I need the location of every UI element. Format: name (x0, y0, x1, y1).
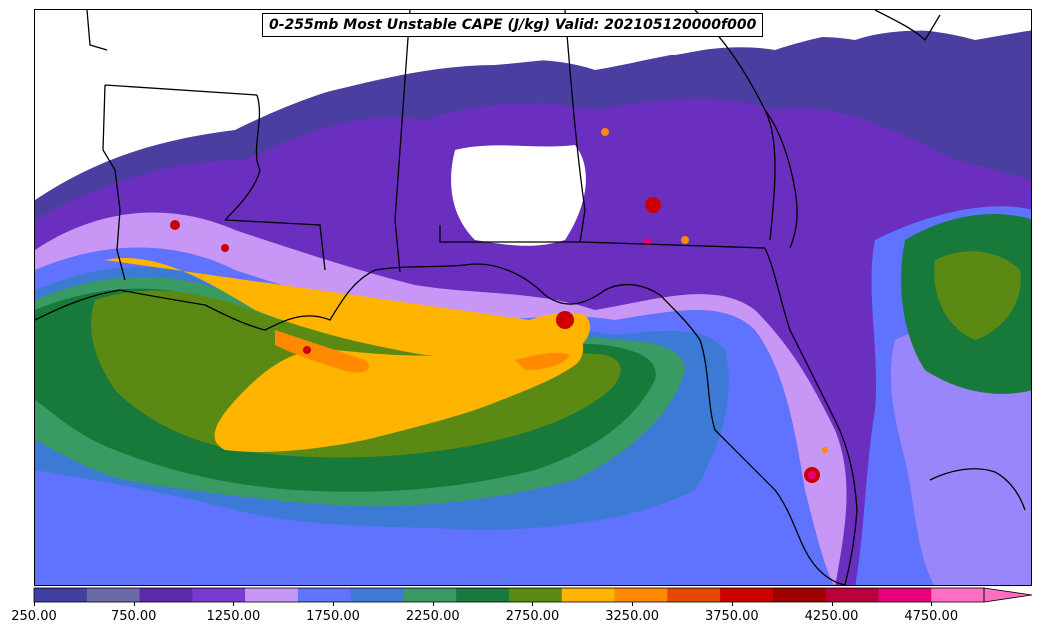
colorbar-tick-label: 1750.00 (306, 609, 360, 624)
colorbar-swatch (456, 588, 510, 602)
colorbar-outline (33, 587, 985, 603)
cape-cell-orange-2 (681, 236, 689, 244)
colorbar-swatch (297, 588, 352, 602)
cape-field-map (35, 10, 1031, 585)
colorbar-swatches (33, 587, 1033, 603)
colorbar-swatch (34, 588, 88, 602)
colorbar-swatch (614, 588, 668, 602)
colorbar-swatch (86, 588, 141, 602)
colorbar-swatch (139, 588, 193, 602)
map-title: 0-255mb Most Unstable CAPE (J/kg) Valid:… (262, 13, 764, 37)
colorbar-extend-arrow (983, 587, 1033, 603)
colorbar-swatch (667, 588, 721, 602)
cape-band-orange (275, 330, 370, 373)
cape-cell-red-2 (645, 197, 661, 213)
coastline-gulf (35, 263, 846, 585)
colorbar-tick-label: 250.00 (11, 609, 57, 624)
cape-band-orange-2 (515, 352, 570, 370)
colorbar-swatch (825, 588, 879, 602)
no-data-region-alabama (451, 145, 586, 246)
coastline-atlantic (764, 109, 798, 249)
boundary-georgia-florida (579, 241, 766, 249)
colorbar-tick (233, 602, 235, 606)
colorbar-tick-label: 3750.00 (704, 609, 759, 624)
colorbar-swatch (720, 588, 774, 602)
colorbar-tick (532, 602, 534, 606)
colorbar-swatch (403, 588, 457, 602)
map-panel (34, 9, 1032, 586)
cape-cell-orange-1 (601, 128, 609, 136)
colorbar-tick-label: 3250.00 (605, 609, 660, 624)
coastline-bahamas (929, 468, 1026, 511)
cape-cell-red-4 (170, 220, 180, 230)
colorbar-tick (133, 602, 135, 606)
map-title-text: 0-255mb Most Unstable CAPE (J/kg) Valid:… (269, 17, 757, 33)
boundary-alabama-florida (439, 225, 580, 243)
colorbar-tick-label: 4250.00 (804, 609, 859, 624)
colorbar-tick (632, 602, 634, 606)
colorbar-tick-label: 4750.00 (904, 609, 959, 624)
colorbar-tick-label: 750.00 (110, 609, 157, 624)
no-data-region-north (35, 10, 1031, 130)
coastline-florida-atlantic (764, 247, 858, 585)
colorbar-swatch (878, 588, 932, 602)
colorbar-tick (333, 602, 335, 606)
cape-band-olive-east (934, 251, 1021, 340)
colorbar-tick (831, 602, 833, 606)
colorbar-tick (731, 602, 733, 606)
colorbar-swatch (509, 588, 563, 602)
colorbar-swatch (192, 588, 246, 602)
colorbar-tick (432, 602, 434, 606)
boundary-arkansas-louisiana (104, 84, 258, 96)
colorbar-swatch (931, 588, 985, 602)
boundary-mississippi-river (224, 94, 261, 221)
boundary-texas-louisiana (102, 84, 126, 281)
cape-cell-orange-3 (822, 447, 828, 453)
boundary-mississippi-alabama (394, 10, 411, 273)
boundary-texas-oklahoma (86, 10, 108, 51)
boundary-louisiana-mississippi (224, 219, 326, 271)
colorbar-swatch (350, 588, 404, 602)
colorbar-tick (34, 602, 35, 606)
colorbar-tick (931, 602, 933, 606)
colorbar-ticks: 250.00 750.00 1250.00 1750.00 2250.00 2750.00… (11, 602, 1032, 632)
colorbar-swatch (245, 588, 299, 602)
colorbar-swatch (561, 588, 616, 602)
colorbar-tick-label: 2750.00 (505, 609, 560, 624)
cape-cell-magenta-1 (808, 471, 816, 479)
cape-cell-red-1 (556, 311, 574, 329)
cape-cell-red-5 (221, 244, 229, 252)
cape-cell-red-6 (303, 346, 311, 354)
boundary-carolinas (874, 10, 941, 42)
colorbar-tick-label: 1250.00 (206, 609, 261, 624)
colorbar-tick-label: 2250.00 (405, 609, 460, 624)
colorbar-swatch (772, 588, 827, 602)
colorbar (33, 587, 1033, 603)
